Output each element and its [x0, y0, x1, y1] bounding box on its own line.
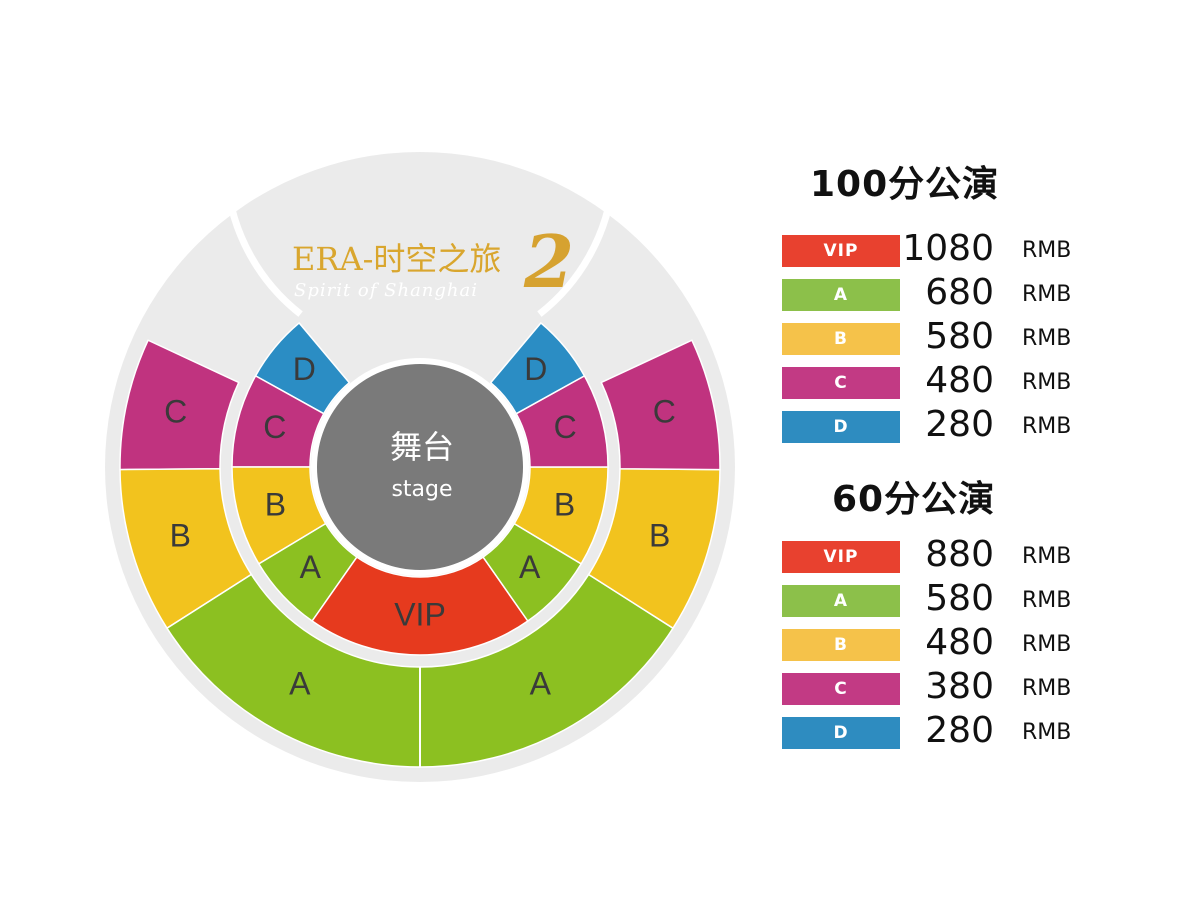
currency-unit: RMB [1022, 588, 1072, 613]
tier-badge: D [782, 411, 900, 443]
currency-unit: RMB [1022, 326, 1072, 351]
price-row: A 580 RMB [782, 578, 1102, 626]
inner-section-label: A [300, 549, 322, 585]
tier-price: 1080 [902, 228, 994, 269]
tier-badge: VIP [782, 541, 900, 573]
outer-section-label: C [164, 393, 187, 429]
tier-badge: D [782, 717, 900, 749]
tier-price: 580 [925, 578, 994, 619]
price-row: D 280 RMB [782, 404, 1102, 452]
logo-title: ERA-时空之旅 [292, 240, 502, 278]
price-table: VIP 880 RMB A 580 RMB B 480 RMB C 380 RMB D 280 RMB [782, 534, 1102, 758]
stage-label-en: stage [391, 477, 452, 502]
currency-unit: RMB [1022, 238, 1072, 263]
tier-badge: C [782, 367, 900, 399]
price-row: C 380 RMB [782, 666, 1102, 714]
tier-badge: VIP [782, 235, 900, 267]
tier-price: 680 [925, 272, 994, 313]
currency-unit: RMB [1022, 414, 1072, 439]
outer-section-label: B [170, 517, 191, 553]
currency-unit: RMB [1022, 282, 1072, 307]
inner-section-d[interactable] [489, 321, 586, 415]
tier-price: 380 [925, 666, 994, 707]
logo-subtitle: Spirit of Shanghai [294, 280, 478, 301]
stage [311, 358, 529, 576]
inner-section-label: D [293, 351, 316, 387]
stage-label-cn: 舞台 [390, 428, 454, 466]
currency-unit: RMB [1022, 676, 1072, 701]
currency-unit: RMB [1022, 544, 1072, 569]
inner-section-label: C [263, 409, 286, 445]
outer-section-label: B [649, 517, 670, 553]
outer-section-label: A [530, 666, 552, 702]
tier-price: 580 [925, 316, 994, 357]
inner-section-label: VIP [394, 596, 446, 632]
price-row: B 580 RMB [782, 316, 1102, 364]
tier-badge: B [782, 629, 900, 661]
tier-price: 480 [925, 360, 994, 401]
price-row: D 280 RMB [782, 710, 1102, 758]
outer-section-c[interactable] [600, 339, 721, 471]
currency-unit: RMB [1022, 370, 1072, 395]
inner-section-label: A [519, 549, 541, 585]
tier-badge: A [782, 585, 900, 617]
price-list-title: 100分公演 [810, 164, 1000, 205]
outer-section-label: C [653, 393, 676, 429]
price-row: C 480 RMB [782, 360, 1102, 408]
currency-unit: RMB [1022, 632, 1072, 657]
price-list-title: 60分公演 [832, 479, 996, 520]
inner-section-vip[interactable] [311, 556, 529, 656]
price-row: B 480 RMB [782, 622, 1102, 670]
price-table: VIP 1080 RMB A 680 RMB B 580 RMB C 480 RMB D 280 RMB [782, 228, 1102, 452]
tier-price: 280 [925, 404, 994, 445]
tier-badge: B [782, 323, 900, 355]
outer-section-label: A [289, 666, 311, 702]
tier-badge: A [782, 279, 900, 311]
tier-price: 880 [925, 534, 994, 575]
currency-unit: RMB [1022, 720, 1072, 745]
inner-section-label: D [524, 351, 547, 387]
tier-badge: C [782, 673, 900, 705]
price-row: A 680 RMB [782, 272, 1102, 320]
show-logo: ERA-时空之旅 Spirit of Shanghai 2 [292, 226, 577, 312]
price-row: VIP 1080 RMB [782, 228, 1102, 276]
logo-number: 2 [524, 219, 575, 304]
outer-ring: CBA ABC [119, 339, 721, 768]
price-row: VIP 880 RMB [782, 534, 1102, 582]
inner-ring-divider [222, 0, 618, 317]
inner-section-label: B [554, 487, 575, 523]
inner-section-label: C [554, 409, 577, 445]
inner-section-label: B [265, 487, 286, 523]
tier-price: 280 [925, 710, 994, 751]
tier-price: 480 [925, 622, 994, 663]
